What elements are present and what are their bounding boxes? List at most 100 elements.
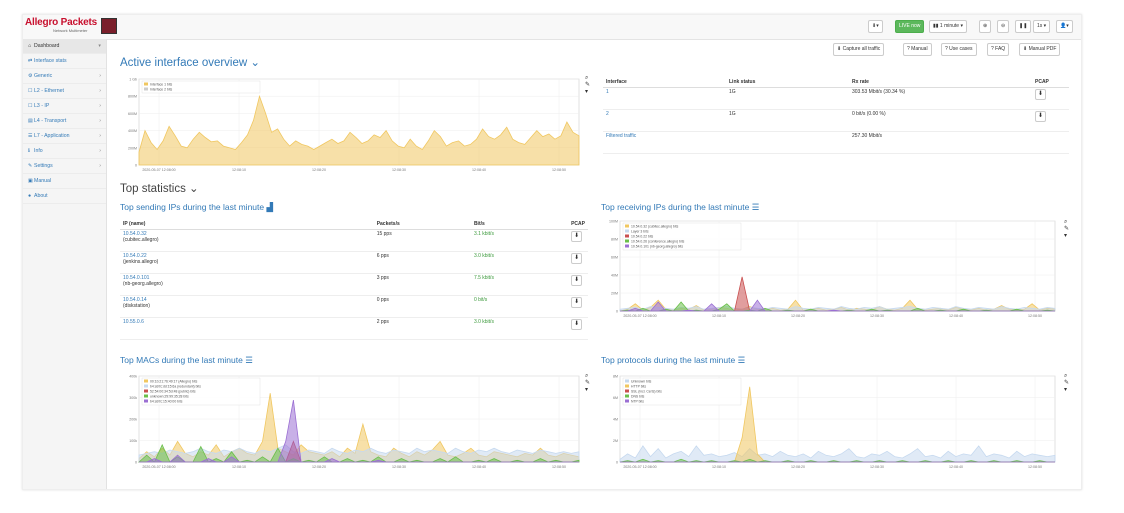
area-chart-icon[interactable]: ▟	[266, 202, 274, 212]
legend-entry[interactable]: 10.54.0.32 (cubitec.allegro) bits	[631, 224, 679, 228]
receiving-ips-title[interactable]: Top receiving IPs during the last minute…	[601, 202, 759, 213]
legend-swatch	[625, 234, 629, 238]
caret-down-icon[interactable]: ▾	[1064, 387, 1068, 393]
zoom-icon[interactable]: ⌕	[585, 373, 589, 379]
legend-entry[interactable]: 10.54.0.22 bits	[631, 234, 654, 238]
capture-all-button[interactable]: ⬇ Capture all traffic	[833, 43, 885, 56]
pencil-icon[interactable]: ✎	[1064, 226, 1070, 232]
faq-button[interactable]: ? FAQ	[987, 43, 1010, 56]
y-tick-label: 100k	[129, 439, 137, 443]
user-menu-button[interactable]: 👤▾	[1056, 20, 1073, 33]
use-cases-button[interactable]: ? Use cases	[941, 43, 977, 56]
book-icon: ▣	[28, 178, 33, 184]
pause-button[interactable]: ❚❚	[1015, 20, 1032, 33]
packets-value: 6 pps	[373, 251, 471, 274]
sidebar-item-about[interactable]: ● About	[23, 189, 106, 204]
download-pcap-icon[interactable]: ⬇	[1035, 89, 1046, 100]
legend-entry[interactable]: 10.54.0.101 (nb-georg.allegro) bits	[631, 244, 683, 248]
col-packets: Packets/s	[373, 219, 471, 230]
sending-ips-title[interactable]: Top sending IPs during the last minute ▟	[120, 202, 273, 213]
download-pcap-icon[interactable]: ⬇	[571, 231, 583, 242]
table-row: 1 1G 303.53 Mbit/s (30.34 %) ⬇	[603, 87, 1069, 110]
legend-entry[interactable]: DNS bits	[631, 394, 645, 398]
y-tick-label: 40M	[611, 274, 618, 278]
legend-entry[interactable]: SSL (incl. Certs) bits	[631, 389, 662, 393]
zoom-icon[interactable]: ⌕	[585, 75, 589, 81]
legend-box	[141, 377, 261, 406]
manual-pdf-button[interactable]: ⬇ Manual PDF	[1019, 43, 1061, 56]
protocols-title[interactable]: Top protocols during the last minute ☰	[601, 355, 745, 366]
sidebar-item-l7-application[interactable]: ☰L7 - Application ›	[23, 129, 106, 144]
download-pcap-icon[interactable]: ⬇	[571, 319, 583, 330]
zoom-icon[interactable]: ⌕	[1064, 219, 1068, 225]
receiving-ips-title-text: Top receiving IPs during the last minute	[601, 202, 750, 212]
legend-entry[interactable]: 10.54.0.26 (conference.allegro) bits	[631, 239, 685, 243]
legend-entry[interactable]: Layer 3 bits	[631, 229, 649, 233]
legend-entry[interactable]: b4:a9:fc:dd:15:6a (redundant) bits	[150, 384, 201, 388]
ip-link[interactable]: 10.55.0.6	[123, 319, 144, 325]
chevron-icon: ›	[99, 103, 101, 109]
caret-down-icon[interactable]: ▾	[585, 89, 589, 95]
x-tick-label: 12:08:10	[232, 168, 246, 172]
download-pcap-icon[interactable]: ⬇	[571, 275, 583, 286]
legend-entry[interactable]: Interface 2 bits	[150, 87, 173, 91]
list-icon[interactable]: ☰	[751, 202, 760, 212]
rx-rate: 0 bit/s (0.00 %)	[849, 109, 1032, 132]
logo[interactable]: Allegro Packets Network Multimeter	[25, 17, 97, 33]
y-tick-label: 6M	[613, 396, 618, 400]
sidebar-item-info[interactable]: ℹ Info ›	[23, 144, 106, 159]
download-pcap-icon[interactable]: ⬇	[571, 297, 583, 308]
caret-down-icon[interactable]: ▾	[1064, 233, 1068, 239]
legend-entry[interactable]: b4:a9:fc:15:40:00 bits	[150, 399, 183, 403]
top-navbar: Allegro Packets Network Multimeter ⬇▾ LI…	[23, 15, 1081, 40]
y-tick-label: 200k	[129, 418, 137, 422]
sidebar-item-label: About	[34, 193, 48, 199]
live-badge[interactable]: LIVE now	[895, 20, 925, 33]
caret-down-icon[interactable]: ▾	[585, 387, 589, 393]
sidebar-item-l4-transport[interactable]: ▤L4 - Transport ›	[23, 114, 106, 129]
download-pcap-icon[interactable]: ⬇	[571, 253, 583, 264]
download-pcap-icon[interactable]: ⬇	[1035, 111, 1046, 122]
pencil-icon[interactable]: ✎	[585, 380, 591, 386]
ip-link[interactable]: 10.54.0.32	[123, 231, 147, 237]
sidebar-item-l2-ethernet[interactable]: ☐L2 - Ethernet ›	[23, 84, 106, 99]
ip-link[interactable]: 10.54.0.101	[123, 275, 150, 281]
overview-title[interactable]: Active interface overview ⌄	[120, 57, 261, 69]
pencil-icon[interactable]: ✎	[1064, 380, 1070, 386]
sidebar: ⌂ Dashboard ▾ ⇄ Interface stats ⚙Generic › ☐L2 …	[23, 39, 107, 489]
zoom-icon[interactable]: ⌕	[1064, 373, 1068, 379]
download-menu-button[interactable]: ⬇▾	[868, 20, 883, 33]
legend-entry[interactable]: unknown:29:99:35:28 bits	[150, 394, 189, 398]
filtered-traffic-link[interactable]: Filtered traffic	[606, 133, 637, 139]
list-icon[interactable]: ☰	[737, 355, 746, 365]
legend-entry[interactable]: 00:1b:21:76:49:17 (Allegro) bits	[150, 379, 198, 383]
interface-link[interactable]: 2	[606, 111, 609, 117]
pencil-icon[interactable]: ✎	[585, 82, 591, 88]
sidebar-item-settings[interactable]: ✎ Settings ›	[23, 159, 106, 174]
sidebar-item-l3-ip[interactable]: ☐L3 - IP ›	[23, 99, 106, 114]
legend-entry[interactable]: Unknown bits	[631, 379, 652, 383]
ip-link[interactable]: 10.54.0.22	[123, 253, 147, 259]
sidebar-item-manual[interactable]: ▣Manual	[23, 174, 106, 189]
interface-link[interactable]: 1	[606, 89, 609, 95]
legend-entry[interactable]: Interface 1 bits	[150, 82, 173, 86]
sidebar-item-interface-stats[interactable]: ⇄ Interface stats	[23, 54, 106, 69]
zoom-in-button[interactable]: ⊕	[979, 20, 992, 33]
sidebar-item-dashboard[interactable]: ⌂ Dashboard ▾	[23, 39, 106, 54]
interval-select[interactable]: ▮▮ 1 minute ▾	[929, 20, 967, 33]
legend-entry[interactable]: 52:54:00:34:5d:48 (public) bits	[150, 389, 196, 393]
manual-button[interactable]: ? Manual	[903, 43, 932, 56]
sidebar-item-generic[interactable]: ⚙Generic ›	[23, 69, 106, 84]
legend-entry[interactable]: NTP bits	[631, 399, 644, 403]
col-pcap: PCAP	[568, 219, 588, 230]
refresh-select[interactable]: 1s ▾	[1033, 20, 1051, 33]
legend-box	[622, 377, 742, 406]
zoom-out-button[interactable]: ⊖	[997, 20, 1010, 33]
list-icon[interactable]: ☰	[245, 355, 253, 365]
x-tick-label: 12:08:50	[1028, 314, 1042, 318]
ip-link[interactable]: 10.54.0.14	[123, 297, 147, 303]
legend-entry[interactable]: HTTP bits	[631, 384, 646, 388]
top-statistics-title[interactable]: Top statistics ⌄	[120, 183, 199, 195]
macs-title[interactable]: Top MACs during the last minute ☰	[120, 355, 253, 366]
legend-swatch	[625, 389, 629, 393]
